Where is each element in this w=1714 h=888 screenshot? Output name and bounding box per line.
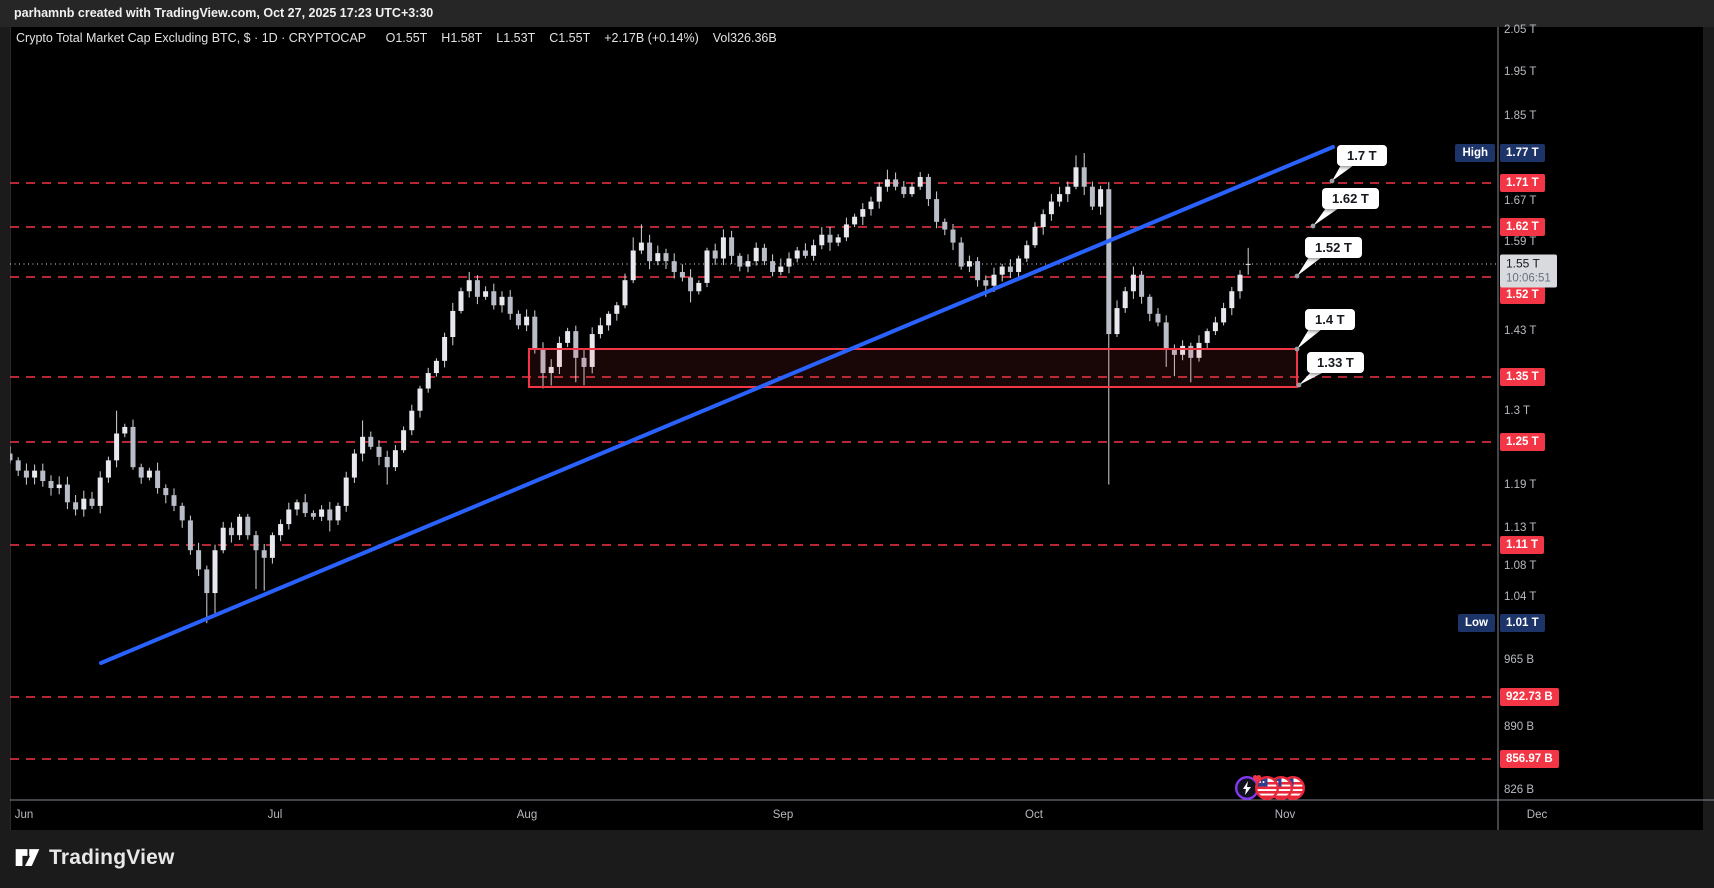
time-axis-label: Sep <box>772 809 794 821</box>
price-tick-label: 890 B <box>1504 721 1535 733</box>
price-callout-label[interactable]: 1.7 T <box>1337 145 1387 166</box>
price-axis[interactable] <box>1499 27 1714 800</box>
price-tick-label: 1.13 T <box>1504 522 1537 534</box>
time-axis-label: Oct <box>1025 809 1043 821</box>
price-tick-label: 965 B <box>1504 654 1535 666</box>
legend-value: Vol326.36B <box>712 31 777 45</box>
price-level-badge: 1.52 T <box>1500 286 1545 304</box>
tradingview-logo[interactable]: TradingView <box>14 844 175 871</box>
low-tag: Low <box>1458 614 1495 632</box>
footer: TradingView <box>0 830 1714 888</box>
chart-pane[interactable] <box>10 27 1703 830</box>
current-price-badge: 1.55 T 10:06:51 <box>1500 254 1557 288</box>
time-axis[interactable] <box>10 801 1702 830</box>
time-axis-label: Jul <box>267 809 283 821</box>
price-tick-label: 2.05 T <box>1504 24 1537 36</box>
watermark-text: parhamnb created with TradingView.com, O… <box>14 6 434 20</box>
price-tick-label: 1.19 T <box>1504 479 1537 491</box>
price-level-badge: 922.73 B <box>1500 688 1559 706</box>
price-callout-label[interactable]: 1.4 T <box>1305 309 1355 330</box>
price-tick-label: 1.43 T <box>1504 325 1537 337</box>
price-tick-label: 1.3 T <box>1504 405 1530 417</box>
price-tick-label: 1.08 T <box>1504 560 1537 572</box>
price-level-badge: 1.35 T <box>1500 368 1545 386</box>
legend-value: L1.53T <box>496 31 536 45</box>
price-level-badge: 1.71 T <box>1500 174 1545 192</box>
price-callout-label[interactable]: 1.33 T <box>1307 352 1364 373</box>
legend-value: H1.58T <box>441 31 483 45</box>
price-level-badge: 1.11 T <box>1500 536 1544 554</box>
price-callout-label[interactable]: 1.62 T <box>1322 188 1379 209</box>
price-callout-label[interactable]: 1.52 T <box>1305 237 1362 258</box>
symbol-legend[interactable]: Crypto Total Market Cap Excluding BTC, $… <box>16 31 791 45</box>
price-tick-label: 1.59 T <box>1504 236 1537 248</box>
bar-countdown: 10:06:51 <box>1506 272 1551 285</box>
legend-value: +2.17B (+0.14%) <box>604 31 699 45</box>
tradingview-mark-icon <box>15 849 40 866</box>
time-axis-label: Nov <box>1274 809 1296 821</box>
tradingview-brand-text: TradingView <box>49 845 175 869</box>
high-tag: High <box>1455 144 1495 162</box>
legend-value: C1.55T <box>549 31 591 45</box>
current-price-value: 1.55 T <box>1506 256 1540 271</box>
price-tick-label: 1.85 T <box>1504 110 1537 122</box>
price-level-badge: 856.97 B <box>1500 750 1559 768</box>
price-tick-label: 1.95 T <box>1504 66 1537 78</box>
price-level-badge: 1.25 T <box>1500 433 1545 451</box>
time-axis-label: Aug <box>516 809 538 821</box>
price-level-badge: 1.62 T <box>1500 218 1545 236</box>
price-tick-label: 826 B <box>1504 784 1535 796</box>
symbol-title: Crypto Total Market Cap Excluding BTC, $… <box>16 31 367 45</box>
low-price-badge: 1.01 T <box>1500 614 1545 632</box>
price-tick-label: 1.04 T <box>1504 591 1537 603</box>
high-price-badge: 1.77 T <box>1500 144 1545 162</box>
legend-value: O1.55T <box>385 31 428 45</box>
time-axis-label: Dec <box>1526 809 1548 821</box>
time-axis-label: Jun <box>14 809 34 821</box>
price-tick-label: 1.67 T <box>1504 195 1537 207</box>
watermark-bar: parhamnb created with TradingView.com, O… <box>0 0 1714 27</box>
